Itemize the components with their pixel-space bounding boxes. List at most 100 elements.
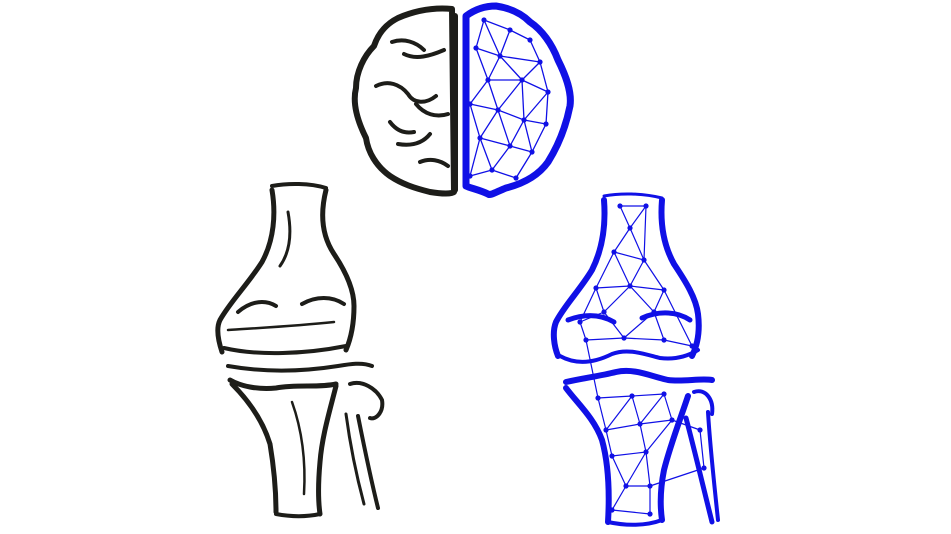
network-node — [627, 225, 633, 231]
network-link — [585, 337, 625, 341]
network-link — [521, 79, 525, 121]
network-node — [543, 121, 549, 127]
network-link — [483, 19, 501, 57]
network-node — [617, 203, 623, 209]
network-node — [527, 37, 533, 43]
network-node — [643, 449, 649, 455]
network-node — [489, 167, 495, 173]
network-link — [663, 289, 693, 347]
network-link — [663, 393, 673, 421]
network-node — [603, 427, 609, 433]
network-link — [649, 467, 705, 487]
network-link — [629, 285, 655, 313]
network-link — [469, 103, 481, 139]
network-link — [611, 485, 627, 511]
network-link — [469, 79, 489, 105]
network-link — [499, 55, 541, 63]
network-link — [605, 395, 633, 431]
network-node — [643, 203, 649, 209]
network-link — [545, 91, 549, 125]
network-node — [661, 391, 667, 397]
network-node — [521, 117, 527, 123]
network-node — [641, 257, 647, 263]
network-link — [611, 451, 647, 457]
network-link — [629, 259, 645, 287]
network-node — [651, 309, 657, 315]
network-link — [487, 79, 499, 111]
network-link — [475, 19, 485, 49]
network-node — [623, 483, 629, 489]
network-link — [597, 395, 633, 399]
network-link — [539, 61, 549, 93]
network-node — [537, 59, 543, 65]
network-node — [467, 101, 473, 107]
network-node — [595, 395, 601, 401]
network-node — [661, 337, 667, 343]
network-link — [619, 205, 631, 229]
network-link — [613, 227, 631, 253]
network-node — [473, 45, 479, 51]
network-link — [491, 169, 517, 179]
network-link — [531, 123, 547, 153]
network-link — [663, 339, 693, 347]
network-link — [631, 393, 665, 397]
network-link — [497, 109, 511, 147]
network-node — [593, 285, 599, 291]
network-link — [479, 137, 493, 171]
network-link — [523, 91, 549, 121]
network-link — [469, 137, 481, 177]
network-link — [487, 55, 501, 81]
network-link — [613, 251, 645, 261]
network-node — [529, 149, 535, 155]
network-link — [469, 103, 499, 111]
network-link — [603, 311, 625, 339]
network-link — [515, 151, 533, 179]
network-link — [605, 429, 613, 457]
network-link — [653, 311, 665, 341]
network-node — [507, 27, 513, 33]
network-node — [611, 249, 617, 255]
network-link — [611, 455, 627, 487]
network-link — [579, 311, 605, 323]
network-node — [621, 335, 627, 341]
network-node — [647, 483, 653, 489]
network-link — [597, 397, 607, 431]
network-link — [631, 395, 641, 425]
network-link — [639, 423, 647, 453]
network-link — [653, 289, 665, 313]
network-link — [469, 169, 493, 177]
brain-half-sketch-icon — [351, 5, 458, 197]
network-link — [623, 311, 655, 339]
network-node — [661, 287, 667, 293]
network-node — [513, 175, 519, 181]
network-link — [499, 55, 523, 81]
knee-joint-sketch-icon — [215, 181, 385, 519]
network-node — [477, 135, 483, 141]
network-link — [479, 109, 499, 139]
network-node — [519, 77, 525, 83]
network-node — [701, 465, 707, 471]
network-node — [545, 89, 551, 95]
network-link — [623, 337, 665, 341]
network-link — [521, 79, 549, 93]
network-link — [605, 423, 641, 431]
network-link — [497, 79, 523, 111]
network-link — [643, 205, 647, 261]
network-link — [475, 47, 489, 81]
network-node — [485, 77, 491, 83]
network-link — [595, 251, 615, 289]
network-node — [507, 143, 513, 149]
network-node — [697, 427, 703, 433]
network-node — [689, 343, 695, 349]
network-node — [577, 319, 583, 325]
network-link — [479, 137, 511, 147]
network-node — [467, 173, 473, 179]
network-node — [481, 17, 487, 23]
network-node — [495, 107, 501, 113]
network-link — [643, 259, 665, 291]
network-link — [595, 285, 631, 289]
network-link — [625, 451, 647, 487]
network-link — [499, 29, 511, 57]
